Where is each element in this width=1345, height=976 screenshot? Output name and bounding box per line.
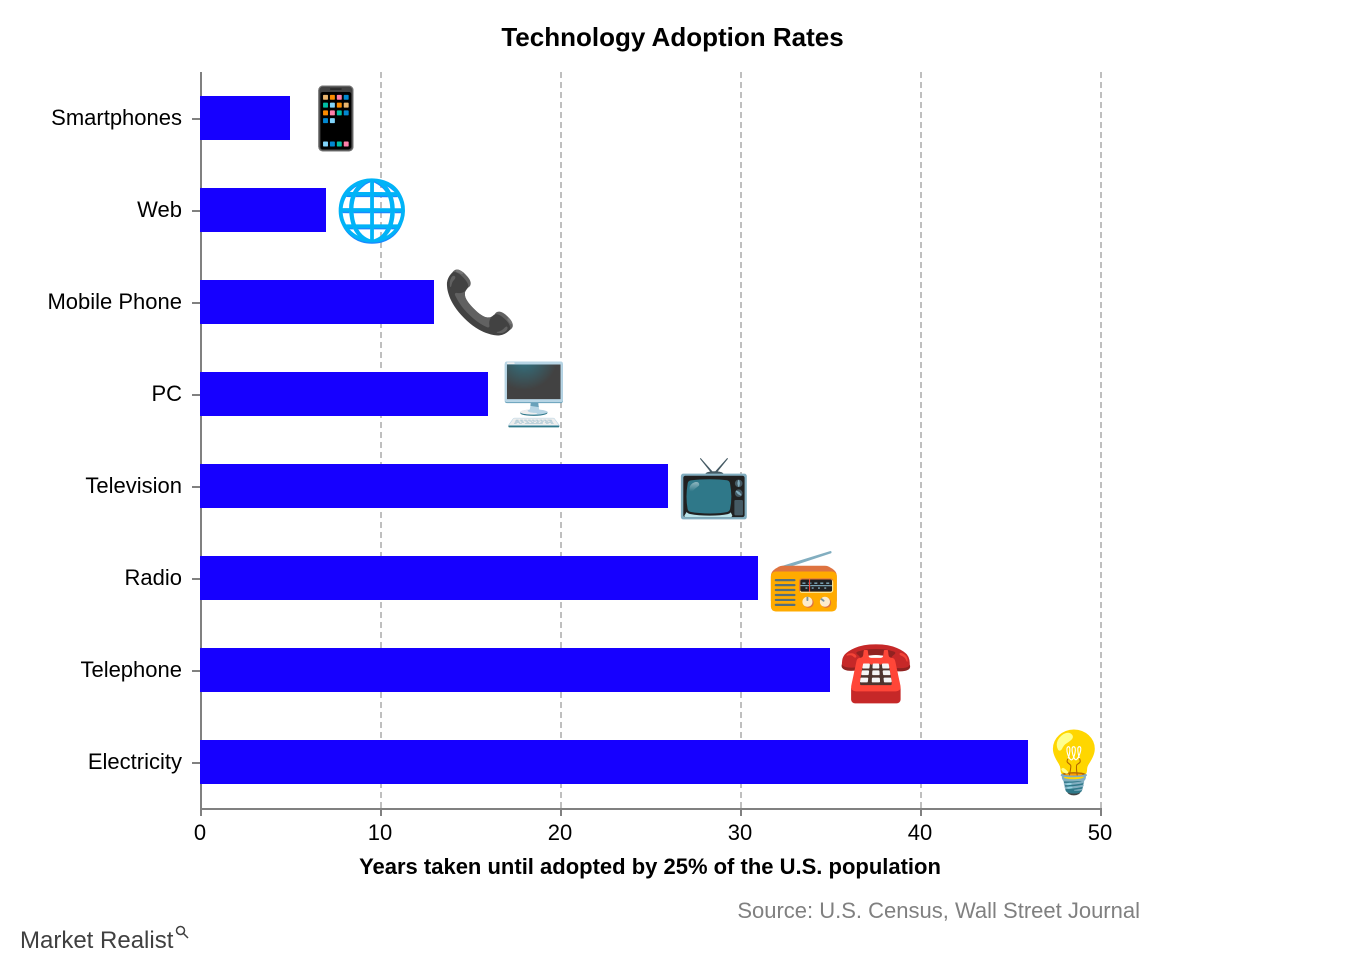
source-text: Source: U.S. Census, Wall Street Journal (737, 898, 1140, 924)
y-tick-mark (192, 670, 200, 672)
smartphone-apps-icon: 📱 (296, 78, 376, 158)
bar (200, 372, 488, 416)
radio-icon: 📻 (764, 538, 844, 618)
bar (200, 96, 290, 140)
magnifier-icon (175, 918, 189, 946)
x-tick-mark (1100, 808, 1102, 816)
y-tick-mark (192, 578, 200, 580)
mobile-handset-icon: 📞 (440, 262, 520, 342)
plot-area: 01020304050📱🌐📞🖥️📺📻☎️💡 (200, 72, 1100, 808)
x-tick-label: 20 (530, 820, 590, 846)
y-tick-mark (192, 302, 200, 304)
y-tick-mark (192, 118, 200, 120)
category-label: PC (0, 381, 182, 407)
bar (200, 556, 758, 600)
x-axis-title: Years taken until adopted by 25% of the … (200, 854, 1100, 880)
bar (200, 464, 668, 508)
globe-www-icon: 🌐 (332, 170, 412, 250)
category-label: Web (0, 197, 182, 223)
y-tick-mark (192, 762, 200, 764)
television-icon: 📺 (674, 446, 754, 526)
y-axis-line (200, 72, 202, 808)
y-tick-mark (192, 394, 200, 396)
x-tick-label: 50 (1070, 820, 1130, 846)
category-label: Mobile Phone (0, 289, 182, 315)
x-tick-label: 40 (890, 820, 950, 846)
antique-telephone-icon: ☎️ (836, 630, 916, 710)
category-label: Smartphones (0, 105, 182, 131)
desktop-pc-icon: 🖥️ (494, 354, 574, 434)
gridline (1100, 72, 1102, 808)
bar (200, 188, 326, 232)
lightbulb-icon: 💡 (1034, 722, 1114, 802)
gridline (560, 72, 562, 808)
y-tick-mark (192, 486, 200, 488)
category-label: Television (0, 473, 182, 499)
x-axis-line (200, 808, 1100, 810)
gridline (920, 72, 922, 808)
y-tick-mark (192, 210, 200, 212)
category-label: Telephone (0, 657, 182, 683)
chart-container: Technology Adoption Rates 0 10 20 30 40 50 📱 🌐 📞… (0, 0, 1345, 976)
chart-title: Technology Adoption Rates (0, 22, 1345, 53)
x-tick-label: 0 (170, 820, 230, 846)
bar (200, 280, 434, 324)
category-label: Electricity (0, 749, 182, 775)
bar (200, 648, 830, 692)
x-tick-label: 10 (350, 820, 410, 846)
bar (200, 740, 1028, 784)
attribution: Market Realist (20, 918, 189, 955)
x-tick-label: 30 (710, 820, 770, 846)
attribution-text: Market Realist (20, 927, 173, 954)
gridline (740, 72, 742, 808)
category-label: Radio (0, 565, 182, 591)
